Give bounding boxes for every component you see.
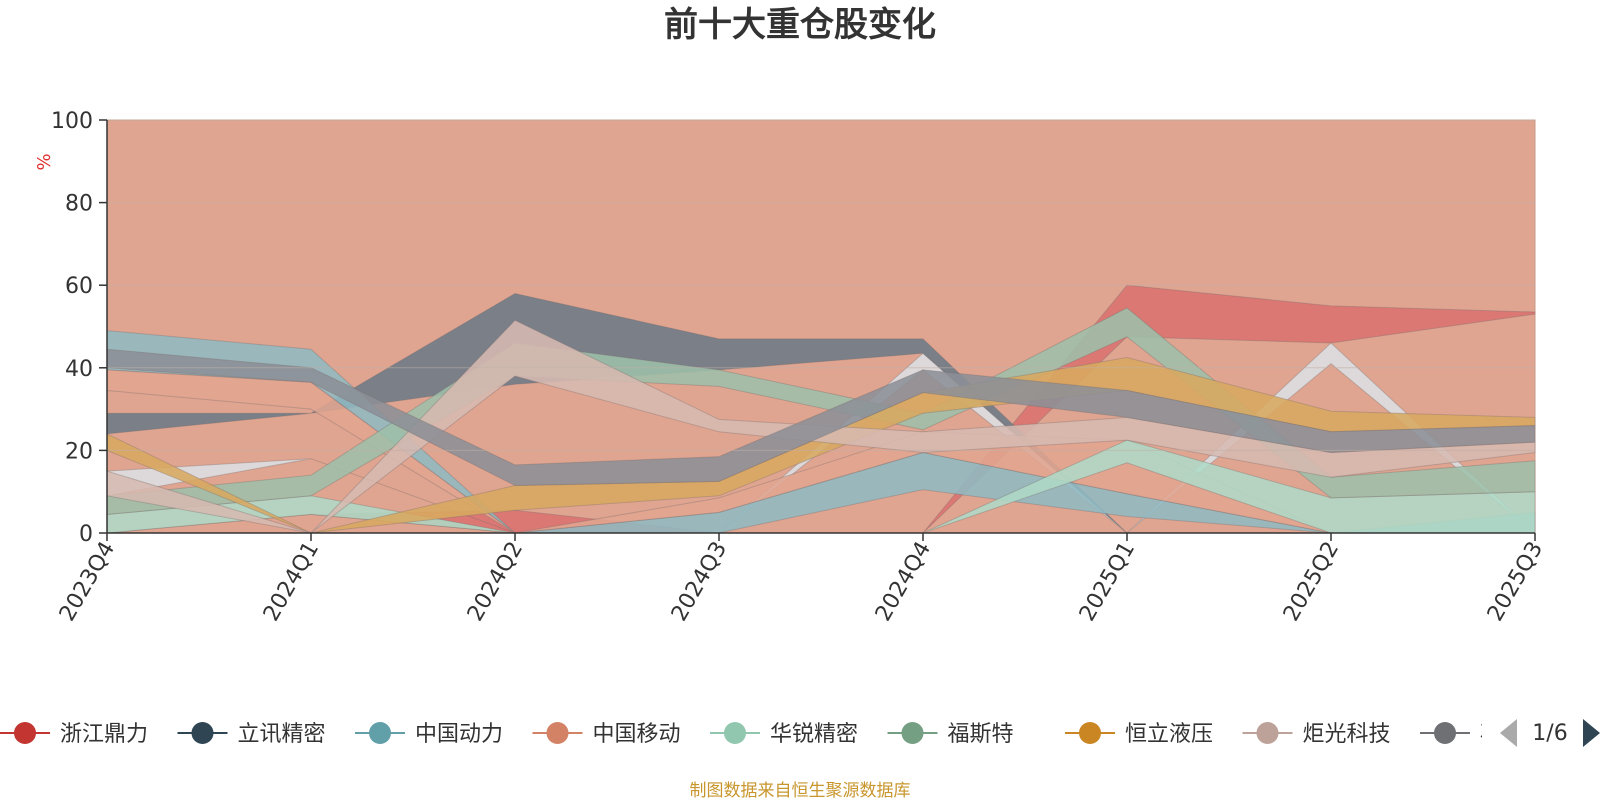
legend-marker-icon xyxy=(724,722,746,744)
y-tick-label: 40 xyxy=(65,357,93,382)
legend-label: 福斯特 xyxy=(948,722,1014,747)
legend-label: 石头科技 xyxy=(1480,722,1568,747)
legend-page-indicator: 1/6 xyxy=(1532,721,1567,746)
y-tick-label: 60 xyxy=(65,274,93,299)
y-tick-label: 0 xyxy=(79,522,93,547)
legend-next-icon[interactable] xyxy=(1583,719,1600,747)
data-source-note: 制图数据来自恒生聚源数据库 xyxy=(690,781,911,800)
legend-prev-icon[interactable] xyxy=(1500,719,1517,747)
x-tick-label: 2024Q2 xyxy=(463,538,528,626)
x-tick-label: 2024Q1 xyxy=(259,538,324,626)
legend-label: 华锐精密 xyxy=(770,722,858,747)
legend-label: 中国动力 xyxy=(415,722,503,747)
legend-label: 炬光科技 xyxy=(1303,722,1391,747)
legend-marker-icon xyxy=(1079,722,1101,744)
legend-item[interactable]: 中国动力 xyxy=(355,722,503,747)
legend-marker-icon xyxy=(369,722,391,744)
legend-item[interactable]: 福斯特 xyxy=(887,722,1014,747)
grid-lines xyxy=(107,119,1535,451)
legend-marker-icon xyxy=(1256,722,1279,744)
legend-item[interactable]: 石头科技 xyxy=(1420,722,1568,747)
legend-marker-icon xyxy=(546,722,569,744)
legend-marker-icon xyxy=(14,722,36,744)
y-tick-label: 20 xyxy=(65,439,93,464)
y-tick-label: 100 xyxy=(51,109,93,134)
series-10-area xyxy=(106,348,1536,487)
x-tick-label: 2025Q2 xyxy=(1279,538,1344,626)
legend-item[interactable]: 炬光科技 xyxy=(1242,722,1391,747)
legend[interactable]: 浙江鼎力 立讯精密 中国动力 中国移动 华锐精密 福斯特 恒立液压 炬光科技 石头科技 1/6 xyxy=(0,719,1600,747)
x-tick-label: 2025Q3 xyxy=(1483,538,1548,626)
legend-item[interactable]: 华锐精密 xyxy=(710,722,858,747)
x-tick-label: 2025Q1 xyxy=(1075,538,1140,626)
legend-marker-icon xyxy=(191,722,214,744)
y-axis-unit: % xyxy=(34,153,55,170)
legend-item[interactable]: 恒立液压 xyxy=(1065,722,1213,747)
y-tick-label: 80 xyxy=(65,192,93,217)
legend-label: 中国移动 xyxy=(593,722,681,747)
chart-title: 前十大重仓股变化 xyxy=(664,5,936,45)
legend-label: 立讯精密 xyxy=(238,722,326,747)
x-tick-label: 2023Q4 xyxy=(55,538,120,626)
legend-marker-icon xyxy=(1434,722,1456,744)
legend-label: 恒立液压 xyxy=(1125,722,1213,747)
plot-area xyxy=(106,119,1536,534)
x-tick-label: 2024Q3 xyxy=(667,538,732,626)
legend-item[interactable]: 立讯精密 xyxy=(177,722,326,747)
x-tick-label: 2024Q4 xyxy=(871,538,936,626)
legend-item[interactable]: 浙江鼎力 xyxy=(0,722,148,747)
legend-label: 浙江鼎力 xyxy=(60,722,148,747)
legend-marker-icon xyxy=(901,722,924,744)
legend-item[interactable]: 中国移动 xyxy=(532,722,681,747)
